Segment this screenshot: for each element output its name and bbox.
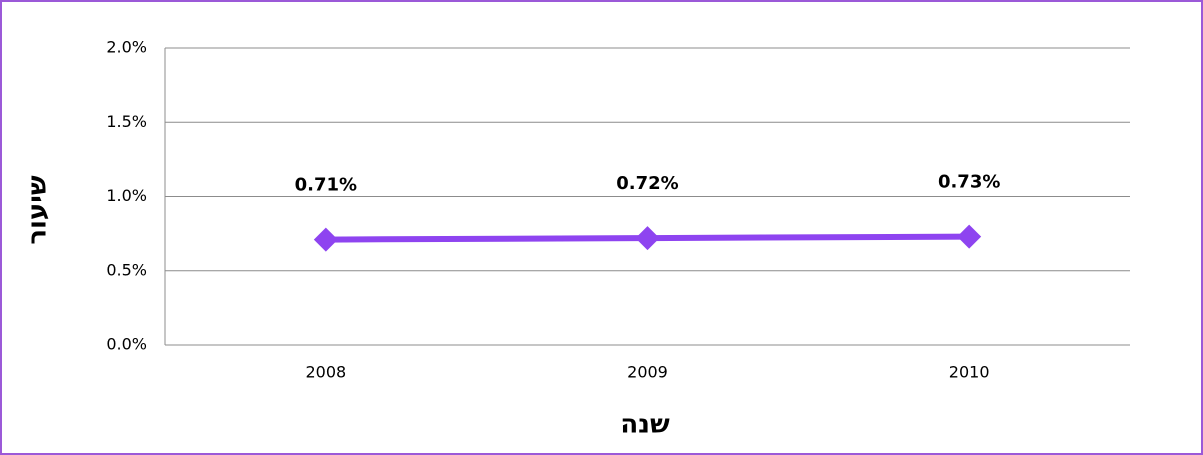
x-axis-label: שנה [620, 410, 670, 440]
x-tick-label: 2010 [949, 363, 990, 382]
y-tick-label: 1.0% [106, 186, 147, 205]
data-marker [313, 227, 338, 252]
data-label: 0.71% [295, 175, 357, 196]
data-marker [635, 226, 660, 251]
y-tick-label: 1.5% [106, 112, 147, 131]
data-label: 0.72% [616, 173, 678, 194]
y-tick-label: 0.0% [106, 335, 147, 354]
x-tick-label: 2008 [305, 363, 346, 382]
y-tick-label: 2.0% [106, 38, 147, 57]
x-tick-label: 2009 [627, 363, 668, 382]
data-label: 0.73% [938, 172, 1000, 193]
y-axis-label: שיעור [23, 175, 53, 245]
y-tick-label: 0.5% [106, 260, 147, 279]
data-marker [957, 224, 982, 249]
